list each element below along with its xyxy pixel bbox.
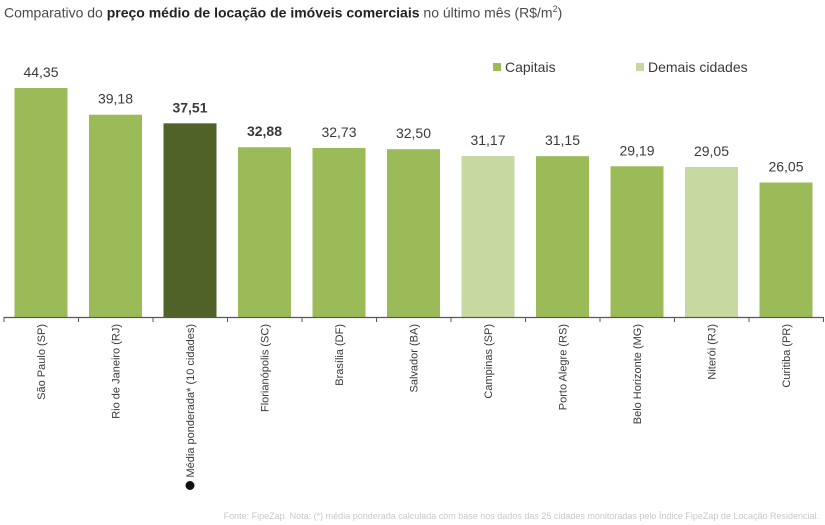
category-label-7: Porto Alegre (RS) bbox=[558, 324, 570, 410]
value-label-1: 39,18 bbox=[98, 91, 133, 107]
bar-4 bbox=[312, 147, 366, 317]
category-label-6: Campinas (SP) bbox=[483, 324, 495, 399]
category-label-1: Rio de Janeiro (RJ) bbox=[111, 324, 123, 419]
bar-chart: 44,35 São Paulo (SP) 39,18 Rio de Janeiro (… bbox=[3, 59, 824, 490]
category-label-5: Salvador (BA) bbox=[409, 324, 421, 392]
value-label-3: 32,88 bbox=[247, 123, 282, 139]
bar-7 bbox=[536, 156, 589, 317]
bar-8 bbox=[610, 166, 664, 317]
source-note: Fonte: FipeZap. Nota: (*) média ponderad… bbox=[223, 511, 819, 521]
title-suffix: no último mês (R$/m bbox=[423, 4, 553, 21]
bar-10 bbox=[759, 182, 813, 317]
bar-0 bbox=[14, 88, 68, 317]
value-label-8: 29,19 bbox=[619, 142, 654, 158]
category-label-9: Niterói (RJ) bbox=[707, 324, 719, 380]
title-bold: preço médio de locação de imóveis comerc… bbox=[106, 4, 420, 21]
category-label-8: Belo Horizonte (MG) bbox=[632, 324, 644, 424]
value-label-2: 37,51 bbox=[172, 99, 207, 115]
category-label-3: Florianópolis (SC) bbox=[260, 324, 272, 412]
category-label-10: Curitiba (PR) bbox=[781, 324, 793, 388]
legend-label-1: Demais cidades bbox=[648, 59, 748, 75]
category-label-4: Brasília (DF) bbox=[334, 324, 346, 386]
value-label-9: 29,05 bbox=[694, 143, 729, 159]
category-label-2: Média ponderada* (10 cidades) bbox=[185, 324, 197, 478]
category-label-0: São Paulo (SP) bbox=[36, 324, 48, 400]
highlight-dot-icon bbox=[185, 481, 195, 490]
legend-label-0: Capitais bbox=[505, 59, 556, 75]
title-prefix: Comparativo do bbox=[4, 4, 103, 21]
value-label-6: 31,17 bbox=[470, 132, 505, 148]
value-label-0: 44,35 bbox=[23, 64, 58, 80]
value-label-5: 32,50 bbox=[396, 125, 431, 141]
legend-swatch-1 bbox=[636, 63, 644, 71]
bar-2 bbox=[163, 123, 217, 318]
bar-3 bbox=[238, 147, 291, 317]
value-label-7: 31,15 bbox=[545, 132, 580, 148]
bar-1 bbox=[89, 114, 142, 317]
bar-5 bbox=[387, 149, 440, 317]
legend-swatch-0 bbox=[493, 63, 501, 71]
bar-9 bbox=[685, 167, 738, 317]
bar-6 bbox=[461, 156, 515, 317]
chart-title: Comparativo do preço médio de locação de… bbox=[4, 4, 562, 21]
title-sup: 2 bbox=[552, 4, 558, 14]
title-close: ) bbox=[557, 4, 563, 21]
value-label-10: 26,05 bbox=[768, 158, 803, 174]
value-label-4: 32,73 bbox=[321, 124, 356, 140]
